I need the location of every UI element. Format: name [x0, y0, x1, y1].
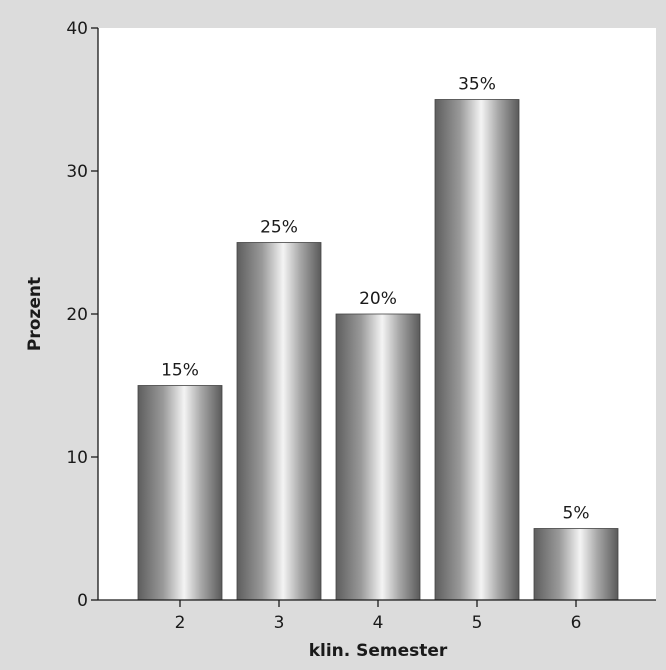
bar-4	[335, 313, 421, 601]
y-tick-label-20: 20	[66, 305, 88, 325]
bar-3	[236, 242, 322, 601]
x-tick-label-4: 4	[373, 613, 384, 633]
data-label-5: 35%	[458, 75, 496, 95]
data-label-4: 20%	[359, 289, 397, 309]
bar-2	[137, 385, 223, 601]
x-tick-label-5: 5	[472, 613, 483, 633]
y-ticks-layer: 0 10 20 30 40	[66, 19, 98, 611]
data-labels-layer: 15% 25% 20% 35% 5%	[161, 75, 589, 524]
y-tick-label-40: 40	[66, 19, 88, 39]
x-tick-label-2: 2	[175, 613, 186, 633]
y-tick-label-10: 10	[66, 448, 88, 468]
bar-5	[434, 99, 520, 601]
x-tick-label-3: 3	[274, 613, 285, 633]
bar-6	[533, 528, 619, 601]
data-label-6: 5%	[563, 504, 590, 524]
data-label-3: 25%	[260, 218, 298, 238]
x-axis-title: klin. Semester	[309, 641, 448, 661]
x-ticks-layer: 2 3 4 5 6	[175, 600, 582, 633]
y-axis-title: Prozent	[25, 277, 45, 351]
y-tick-label-30: 30	[66, 162, 88, 182]
data-label-2: 15%	[161, 361, 199, 381]
bars-layer	[137, 99, 619, 601]
y-tick-label-0: 0	[77, 591, 88, 611]
x-tick-label-6: 6	[571, 613, 582, 633]
